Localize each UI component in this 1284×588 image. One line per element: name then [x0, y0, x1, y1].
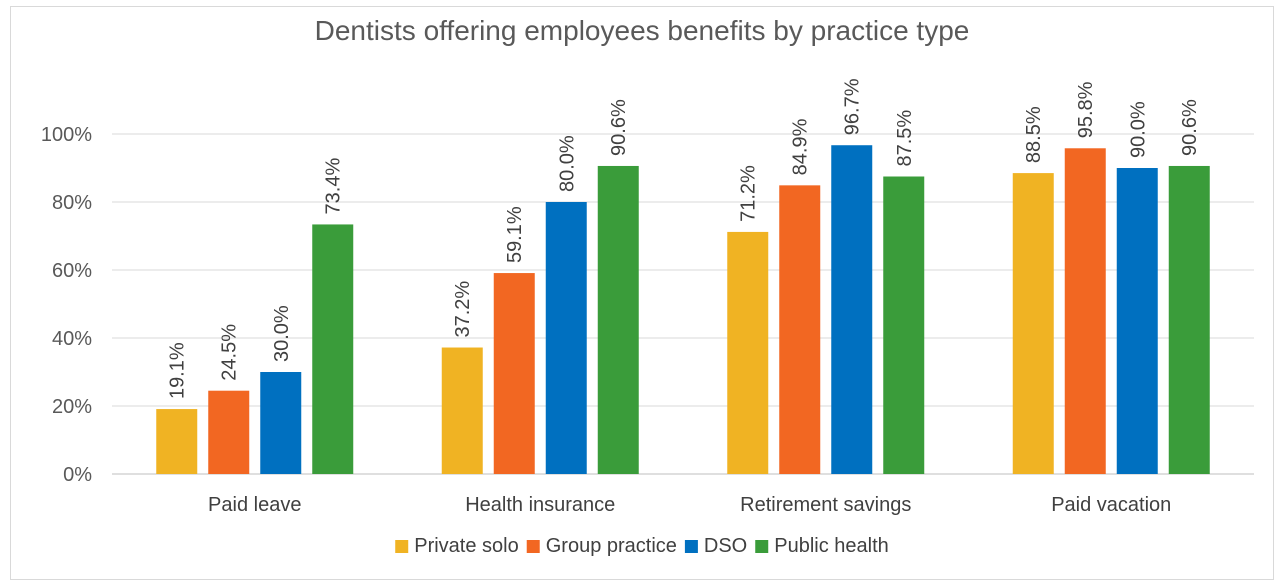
legend-swatch — [526, 540, 540, 553]
x-category-label: Retirement savings — [740, 494, 911, 516]
chart-frame — [10, 6, 1274, 580]
x-category-label: Health insurance — [465, 494, 615, 516]
bar — [1116, 168, 1158, 474]
data-label: 96.7% — [842, 78, 864, 135]
bar — [883, 176, 925, 474]
data-label: 24.5% — [219, 324, 241, 381]
bar — [727, 231, 769, 474]
bar — [260, 372, 302, 474]
legend-label: Private solo — [414, 535, 519, 557]
legend-swatch — [684, 540, 698, 553]
bar — [493, 273, 535, 474]
legend-item: DSO — [684, 535, 747, 557]
data-label: 73.4% — [323, 158, 345, 215]
x-category-label: Paid leave — [208, 494, 301, 516]
data-label: 95.8% — [1075, 81, 1097, 138]
data-label: 30.0% — [271, 305, 293, 362]
legend-label: Group practice — [546, 535, 677, 557]
bar — [597, 165, 639, 474]
legend: Private solo Group practice DSO Public heal… — [395, 535, 889, 557]
legend-label: DSO — [704, 535, 747, 557]
bar — [1064, 148, 1106, 474]
bar — [779, 185, 821, 474]
x-axis-categories: Paid leave Health insurance Retirement sav… — [208, 494, 1171, 516]
legend-item: Private solo — [395, 535, 519, 557]
legend-swatch — [755, 540, 769, 553]
y-tick-label: 40% — [52, 328, 92, 350]
chart-title: Dentists offering employees benefits by … — [315, 15, 970, 46]
gridlines — [112, 133, 1254, 475]
y-tick-label: 80% — [52, 192, 92, 214]
legend-swatch — [395, 540, 409, 553]
y-tick-label: 0% — [63, 464, 92, 486]
bar — [312, 224, 354, 474]
data-label: 88.5% — [1023, 106, 1045, 163]
bar — [1168, 165, 1210, 474]
data-label: 71.2% — [738, 165, 760, 222]
data-label: 87.5% — [894, 110, 916, 167]
data-label: 84.9% — [790, 118, 812, 175]
bar — [1012, 173, 1054, 474]
bars — [156, 145, 1210, 474]
bar — [441, 347, 483, 474]
x-category-label: Paid vacation — [1051, 494, 1171, 516]
bar — [831, 145, 873, 474]
bar — [208, 390, 250, 474]
legend-item: Group practice — [526, 535, 677, 557]
bar — [545, 202, 587, 474]
y-axis-ticks: 0% 20% 40% 60% 80% 100% — [41, 124, 92, 486]
data-label: 80.0% — [556, 135, 578, 192]
y-tick-label: 100% — [41, 124, 92, 146]
y-tick-label: 20% — [52, 396, 92, 418]
data-labels: 19.1% 24.5% 30.0% 73.4% 37.2% 59.1% 80.0% 90.6%… — [167, 78, 1202, 399]
data-label: 90.0% — [1127, 101, 1149, 158]
data-label: 59.1% — [504, 206, 526, 263]
y-tick-label: 60% — [52, 260, 92, 282]
data-label: 19.1% — [167, 342, 189, 399]
data-label: 90.6% — [608, 99, 630, 156]
data-label: 90.6% — [1179, 99, 1201, 156]
bar — [156, 409, 198, 474]
data-label: 37.2% — [452, 281, 474, 338]
legend-item: Public health — [755, 535, 889, 557]
legend-label: Public health — [774, 535, 889, 557]
